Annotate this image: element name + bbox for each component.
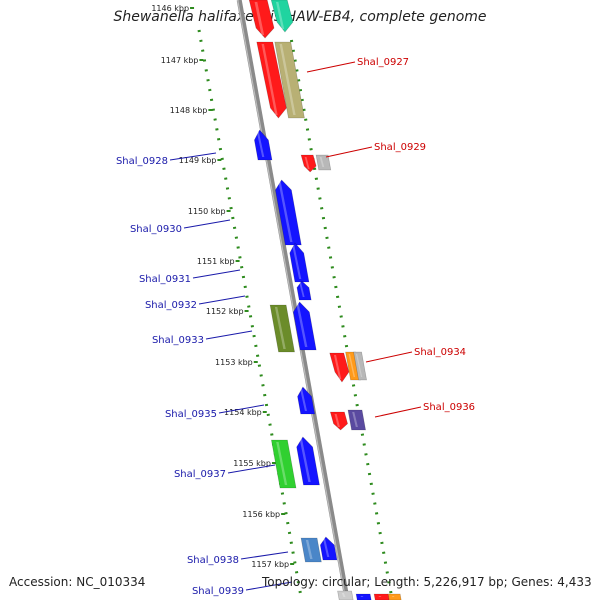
gene-arrow xyxy=(300,154,317,173)
gene-sheen xyxy=(378,596,382,597)
gene-arrow xyxy=(296,436,320,486)
gene-arrow xyxy=(355,593,372,600)
gene-sheen xyxy=(355,354,363,377)
gene-label: Shal_0930 xyxy=(130,224,182,235)
kbp-tick-label: 1153 kbp xyxy=(215,358,253,367)
gene-arrow xyxy=(270,0,294,33)
gene-leader-line xyxy=(365,351,413,363)
gene-sheen xyxy=(360,596,364,597)
gene-label: Shal_0932 xyxy=(145,300,197,311)
gene-leader-line xyxy=(325,146,373,158)
gene-label: Shal_0934 xyxy=(414,347,466,358)
kbp-tick-label: 1147 kbp xyxy=(161,56,199,65)
gene-arrow xyxy=(293,301,317,351)
gene-sheen xyxy=(278,182,293,242)
kbp-tick-label: 1152 kbp xyxy=(206,307,244,316)
gene-sheen xyxy=(341,593,346,597)
gene-label: Shal_0939 xyxy=(192,586,244,597)
gene-sheen xyxy=(304,157,310,169)
gene-sheen xyxy=(296,304,308,347)
gene-sheen xyxy=(352,412,358,427)
gene-label: Shal_0936 xyxy=(423,402,475,413)
gene-leader-line xyxy=(205,330,253,340)
gene-leader-line xyxy=(192,269,241,279)
gene-arrow xyxy=(274,41,305,119)
topology-text: Topology: circular; Length: 5,226,917 bp… xyxy=(262,575,592,589)
gene-sheen xyxy=(274,307,286,349)
gene-sheen xyxy=(276,2,285,29)
kbp-tick-label: 1151 kbp xyxy=(197,257,235,266)
gene-sheen xyxy=(261,44,278,115)
kbp-tick-label: 1155 kbp xyxy=(233,459,271,468)
gene-leader-line xyxy=(183,219,231,229)
gene-sheen xyxy=(391,596,395,597)
gene-sheen xyxy=(333,355,342,379)
gene-arrow xyxy=(353,351,367,381)
kbp-tick-label: 1146 kbp xyxy=(151,4,189,13)
gene-sheen xyxy=(276,442,288,485)
gene-label: Shal_0927 xyxy=(357,57,409,68)
gene-arrow xyxy=(248,0,275,39)
gene-leader-line xyxy=(218,404,265,414)
gene-leader-line xyxy=(306,61,356,73)
gene-sheen xyxy=(305,540,313,559)
gene-leader-line xyxy=(169,152,217,161)
gene-sheen xyxy=(323,539,330,557)
gene-arrow xyxy=(347,409,366,431)
kbp-tick-label: 1148 kbp xyxy=(170,106,208,115)
gene-leader-line xyxy=(240,551,289,560)
gene-arrow xyxy=(373,593,390,600)
gene-arrow xyxy=(329,411,348,431)
gene-sheen xyxy=(279,44,296,115)
gene-arrow xyxy=(269,304,295,353)
gene-arrow xyxy=(296,280,312,301)
gene-arrow xyxy=(300,537,322,563)
gene-leader-line xyxy=(245,581,293,591)
backbone-line xyxy=(236,0,350,600)
gene-sheen xyxy=(348,354,356,377)
page-title: Shewanella halifaxensis HAW-EB4, complet… xyxy=(113,9,487,25)
gene-sheen xyxy=(256,132,265,157)
gene-label: Shal_0937 xyxy=(174,469,226,480)
gene-sheen xyxy=(334,414,340,427)
gene-sheen xyxy=(299,439,311,482)
gene-sheen xyxy=(292,245,302,279)
gene-sheen xyxy=(319,157,325,167)
gene-arrow xyxy=(256,41,287,119)
gene-arrow xyxy=(271,439,297,489)
kbp-tick-label: 1149 kbp xyxy=(179,156,217,165)
kbp-tick-label: 1156 kbp xyxy=(242,510,280,519)
gene-arrow xyxy=(315,154,332,171)
gene-arrow xyxy=(329,352,350,383)
backbone-highlight xyxy=(237,0,347,600)
gene-label: Shal_0928 xyxy=(116,156,168,167)
gene-sheen xyxy=(254,2,265,35)
gene-label: Shal_0938 xyxy=(187,555,239,566)
gene-arrow xyxy=(254,129,273,161)
kbp-tick-label: 1157 kbp xyxy=(251,560,289,569)
kbp-tick-label: 1154 kbp xyxy=(224,408,262,417)
gene-leader-line xyxy=(227,464,276,474)
gene-label: Shal_0935 xyxy=(165,409,217,420)
gene-arrow xyxy=(319,536,338,561)
gene-sheen xyxy=(299,283,305,297)
gene-arrow xyxy=(275,179,302,246)
kbp-tick-label: 1150 kbp xyxy=(188,207,226,216)
gene-label: Shal_0933 xyxy=(152,335,204,346)
gene-arrow xyxy=(387,593,402,600)
gene-sheen xyxy=(300,389,308,411)
gene-arrow xyxy=(297,386,316,415)
gene-arrow xyxy=(337,590,354,600)
gene-leader-line xyxy=(198,295,246,305)
gene-label: Shal_0929 xyxy=(374,142,426,153)
gene-leader-line xyxy=(374,406,422,418)
accession-text: Accession: NC_010334 xyxy=(9,575,146,589)
gene-label: Shal_0931 xyxy=(139,274,191,285)
